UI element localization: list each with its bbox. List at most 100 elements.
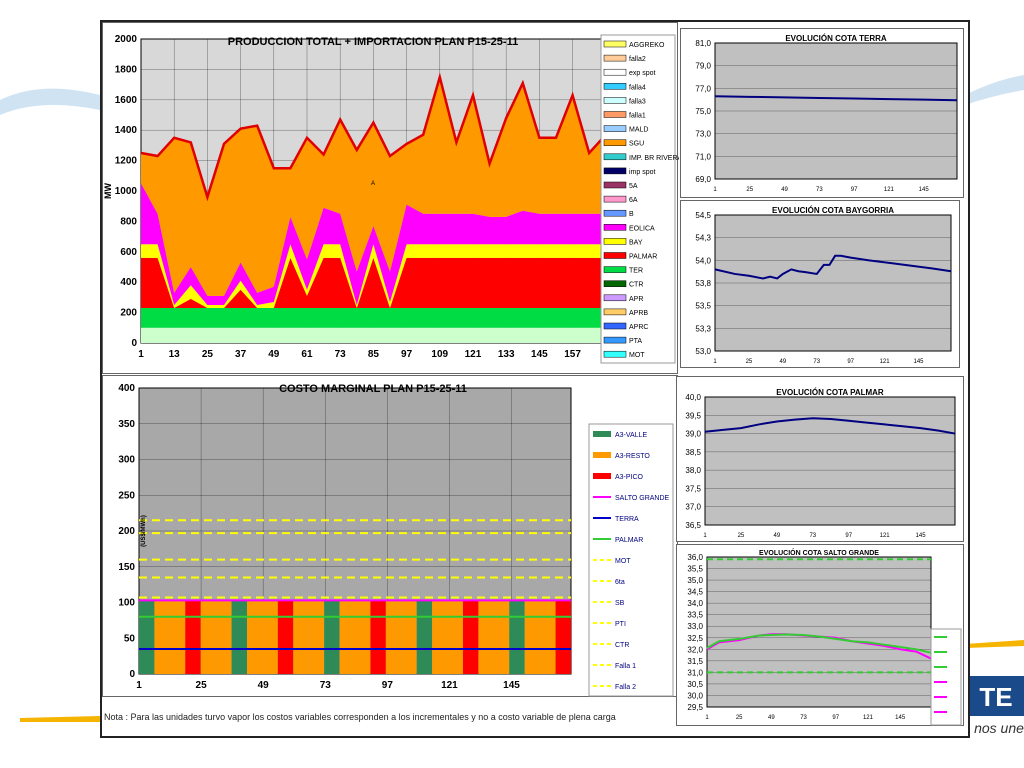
x-tick-label: 25 — [202, 349, 214, 360]
x-tick-label: 97 — [832, 715, 839, 721]
legend-label: IMP. BR RIVERA — [629, 155, 679, 162]
legend-swatch — [603, 181, 627, 189]
legend-label: 6ta — [615, 579, 625, 586]
x-tick-label: 121 — [863, 715, 874, 721]
legend-swatch — [603, 153, 627, 161]
x-tick-label: 97 — [382, 680, 394, 691]
x-tick-label: 25 — [738, 533, 745, 539]
legend-label: PTI — [615, 621, 626, 628]
cost-bar — [432, 599, 448, 674]
x-tick-label: 1 — [703, 533, 707, 539]
legend-label: falla1 — [629, 113, 646, 120]
x-tick-label: 97 — [845, 533, 852, 539]
legend-swatch — [603, 111, 627, 118]
cost-bar — [540, 599, 556, 674]
legend-label: TER — [629, 268, 643, 275]
x-tick-label: 49 — [779, 359, 786, 365]
legend-label: APRB — [629, 310, 648, 317]
y-tick-label: 1800 — [115, 64, 138, 75]
x-tick-label: 73 — [800, 715, 807, 721]
y-tick-label: 54,0 — [695, 256, 711, 265]
x-tick-label: 121 — [465, 349, 482, 360]
y-tick-label: 73,0 — [695, 130, 711, 139]
cost-bar — [139, 599, 155, 674]
y-tick-label: 38,5 — [685, 448, 701, 457]
legend-label: A3-PICO — [615, 474, 644, 481]
chart-title: COSTO MARGINAL PLAN P15-25-11 — [279, 383, 467, 395]
saltogrande-panel: 29,5 30,0 30,5 31,0 31,5 32,0 32,5 33,0 33,5 34,0… — [676, 544, 964, 726]
plot-area — [704, 396, 956, 526]
costo-marginal-chart: 0 50 100 150 200 250 300 350 400 1 25 49 73 97 121 145 (… — [118, 383, 674, 697]
legend-label: PTA — [629, 338, 642, 345]
legend-label: falla3 — [629, 98, 646, 105]
legend-label: falla4 — [629, 84, 646, 91]
legend-label: Falla 1 — [615, 663, 636, 670]
y-tick-label: 69,0 — [695, 175, 711, 184]
cost-bar — [385, 599, 402, 674]
legend-label: APRC — [629, 324, 648, 331]
legend-label: MOT — [615, 558, 631, 565]
y-tick-label: 300 — [118, 455, 135, 466]
legend-swatch — [603, 336, 627, 344]
legend-swatch — [603, 139, 627, 146]
plot-area — [706, 556, 932, 708]
x-tick-label: 145 — [916, 533, 927, 539]
background-swoosh-right — [965, 75, 1024, 105]
x-tick-label: 145 — [895, 715, 906, 721]
y-axis-label: MW — [103, 183, 113, 199]
legend-label: 6A — [629, 197, 638, 204]
x-tick-label: 1 — [713, 359, 717, 365]
x-tick-label: 97 — [847, 359, 854, 365]
legend-swatch — [593, 452, 611, 458]
background-swoosh-bottom — [20, 716, 100, 722]
legend-box — [930, 628, 962, 726]
y-tick-label: 79,0 — [695, 62, 711, 71]
cost-bar — [324, 599, 340, 674]
cost-bar — [231, 599, 247, 674]
legend-swatch — [603, 252, 627, 259]
cost-bar — [185, 599, 201, 674]
legend-label: falla2 — [629, 56, 646, 63]
y-tick-label: 39,5 — [685, 411, 701, 420]
cost-bar — [200, 599, 217, 674]
legend-label: 5A — [629, 183, 638, 190]
y-tick-label: 400 — [120, 277, 137, 288]
cost-bar — [355, 599, 371, 674]
x-tick-label: 157 — [564, 349, 581, 360]
x-tick-label: 25 — [746, 359, 753, 365]
cost-bar — [447, 599, 463, 674]
legend-label: SB — [615, 600, 625, 607]
x-tick-label: 73 — [809, 533, 816, 539]
cota-baygorria-chart: 53,0 53,3 53,5 53,8 54,0 54,3 54,5 1 25 49 73 97 121… — [695, 206, 952, 365]
legend-label: CTR — [615, 642, 629, 649]
cost-bar — [169, 599, 186, 674]
x-tick-label: 49 — [781, 187, 788, 193]
produccion-chart: 0 200 400 600 800 1000 1200 1400 1600 1800 2000 1 13… — [103, 34, 682, 364]
legend-label: AGGREKO — [629, 42, 665, 49]
series-line — [704, 417, 956, 435]
y-tick-label: 1200 — [115, 156, 138, 167]
costo-panel: 0 50 100 150 200 250 300 350 400 1 25 49 73 97 121 145 (… — [102, 375, 678, 697]
x-tick-label: 49 — [768, 715, 775, 721]
cost-bar — [509, 599, 525, 674]
area-mot — [141, 327, 603, 343]
legend-swatch — [603, 195, 627, 203]
y-tick-label: 31,0 — [687, 668, 703, 677]
x-tick-label: 37 — [235, 349, 247, 360]
series-line — [706, 633, 932, 654]
cost-bar — [463, 599, 479, 674]
legend-swatch — [603, 167, 627, 175]
area-eolica — [141, 183, 603, 305]
y-tick-label: 600 — [120, 247, 137, 258]
legend-swatch — [603, 209, 627, 217]
x-tick-label: 145 — [531, 349, 548, 360]
x-tick-label: 25 — [736, 715, 743, 721]
y-tick-label: 2000 — [115, 34, 138, 45]
cota-palmar-chart: 36,5 37,0 37,5 38,0 38,5 39,0 39,5 40,0 1 25 49 73 9… — [685, 388, 956, 539]
legend-swatch — [603, 280, 627, 287]
x-tick-label: 121 — [880, 533, 891, 539]
footnote: Nota : Para las unidades turvo vapor los… — [104, 712, 616, 722]
cost-bar — [277, 599, 294, 674]
y-tick-label: 37,5 — [685, 484, 701, 493]
x-tick-label: 1 — [136, 680, 142, 691]
